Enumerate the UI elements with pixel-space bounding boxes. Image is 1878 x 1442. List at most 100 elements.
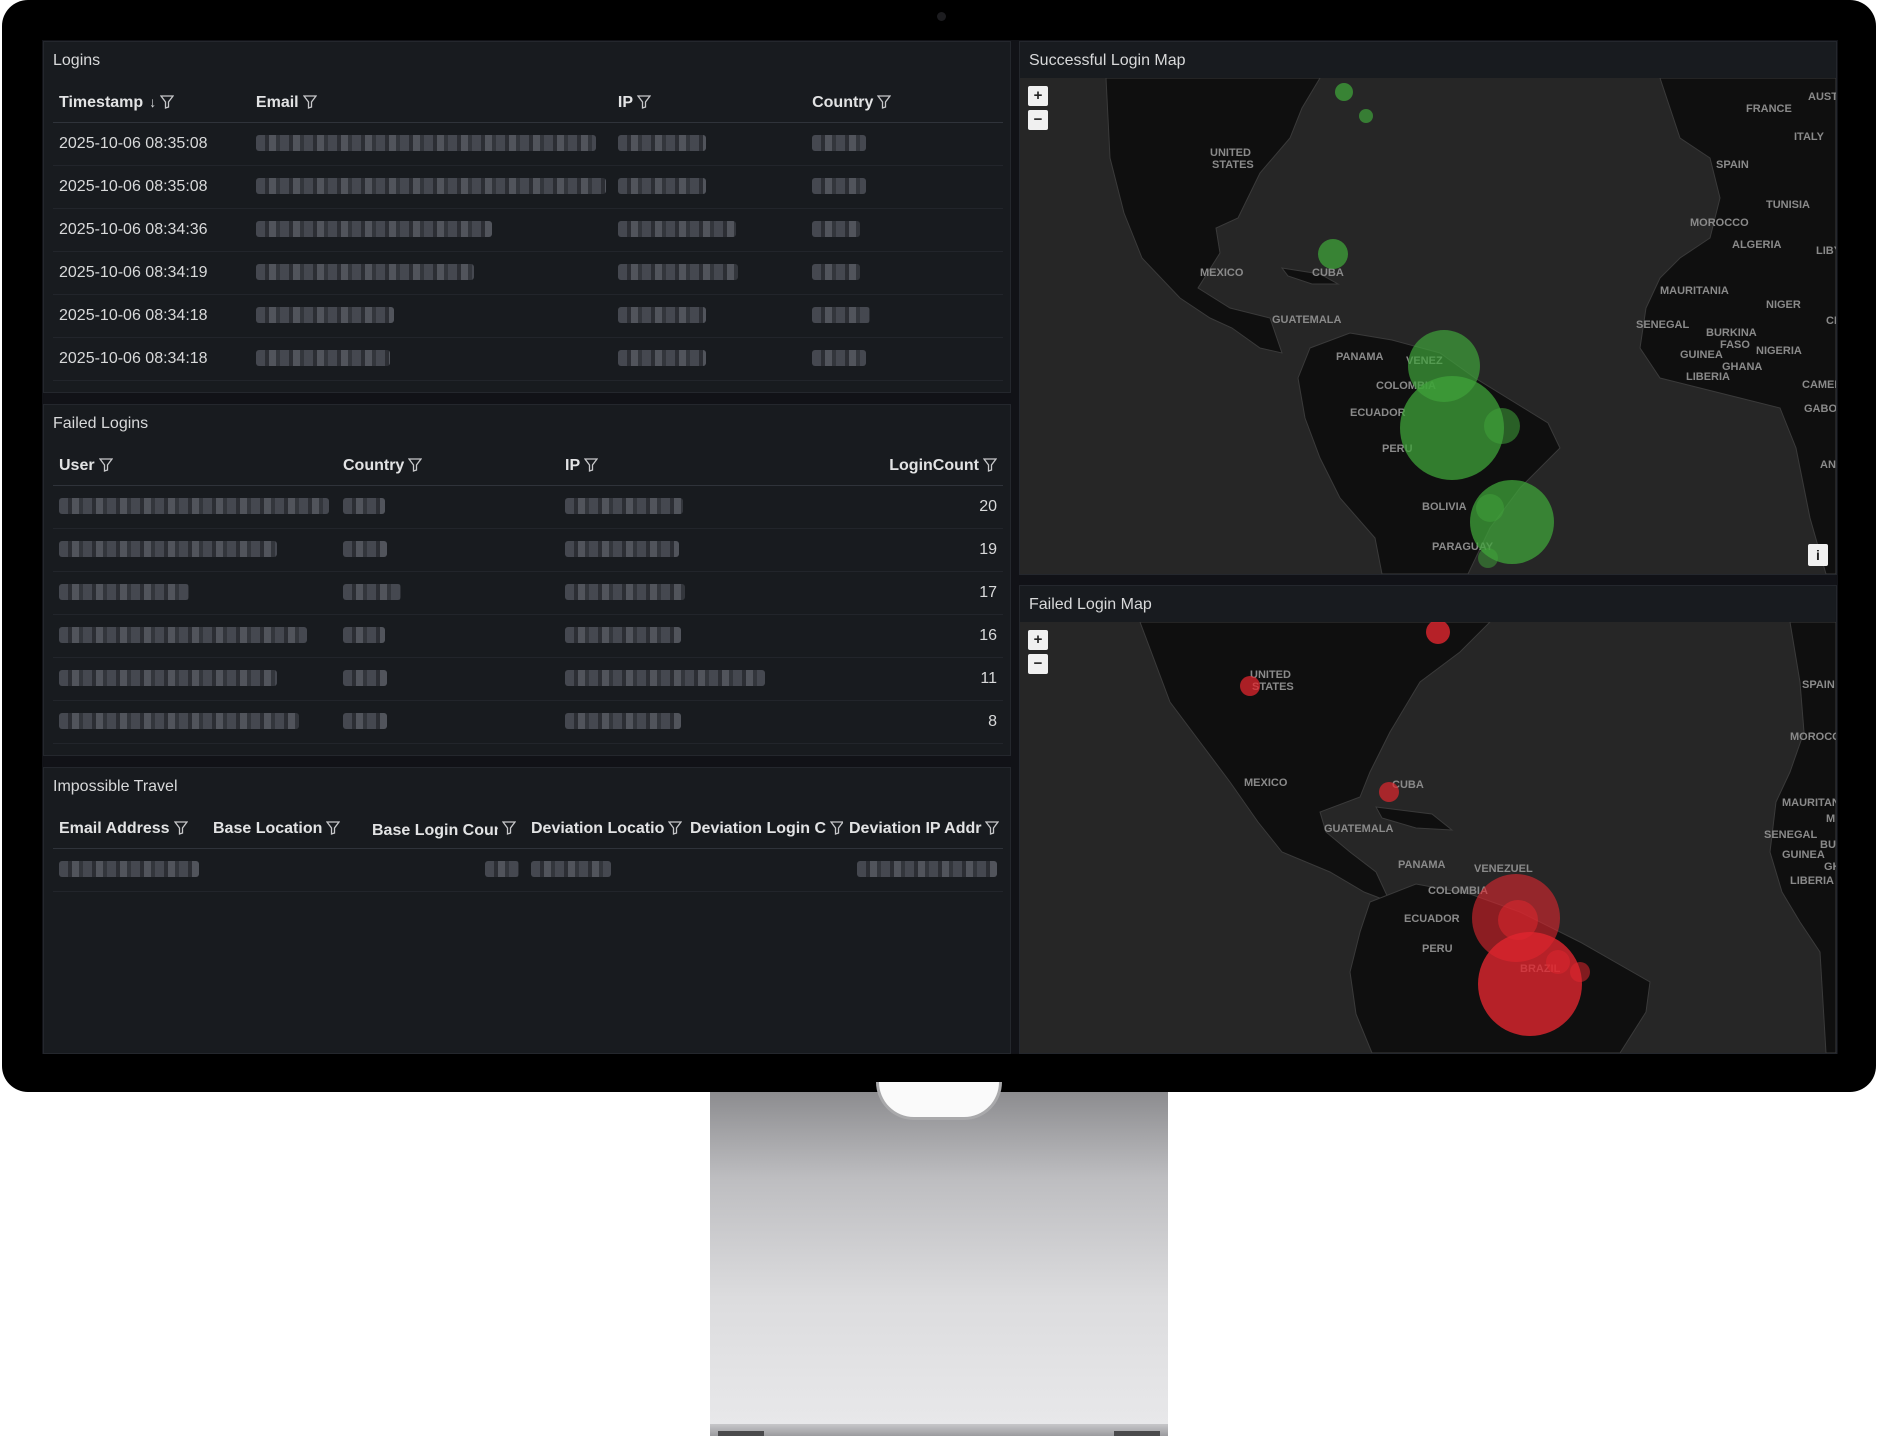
svg-text:GH: GH xyxy=(1824,861,1836,873)
filter-icon[interactable] xyxy=(982,458,998,477)
filter-icon[interactable] xyxy=(173,821,188,840)
redacted-ip xyxy=(565,627,681,644)
svg-text:GHANA: GHANA xyxy=(1722,361,1762,373)
login-cluster-marker[interactable] xyxy=(1335,83,1353,101)
failed-login-map[interactable]: UNITED STATES MEXICO CUBA GUATEMALA PANAM… xyxy=(1020,622,1836,1053)
column-header-base-login-count[interactable]: Base Login Count xyxy=(366,812,525,849)
redacted-country xyxy=(343,584,401,601)
filter-icon[interactable] xyxy=(326,821,341,840)
sort-down-icon[interactable]: ↓ xyxy=(149,93,157,110)
svg-text:GUINEA: GUINEA xyxy=(1782,849,1825,861)
filter-icon[interactable] xyxy=(159,95,175,114)
svg-text:CAMEROON: CAMEROON xyxy=(1802,379,1836,391)
svg-text:PERU: PERU xyxy=(1422,943,1453,955)
filter-icon[interactable] xyxy=(829,821,843,840)
successful-login-map[interactable]: UNITED STATES MEXICO CUBA GUATEMALA PANAM… xyxy=(1020,78,1836,574)
table-row[interactable]: 20 xyxy=(53,485,1003,529)
login-cluster-marker[interactable] xyxy=(1570,962,1590,982)
column-header-ip[interactable]: IP xyxy=(559,449,781,486)
column-header-base-location[interactable]: Base Location xyxy=(207,812,366,849)
monitor-stand xyxy=(710,1082,1168,1436)
table-row[interactable]: 11 xyxy=(53,657,1003,701)
login-cluster-marker[interactable] xyxy=(1400,376,1504,480)
redacted-email xyxy=(255,221,492,238)
zoom-out-button[interactable]: − xyxy=(1028,654,1048,674)
column-header-deviation-location[interactable]: Deviation Locatio xyxy=(525,812,684,849)
table-row[interactable]: 2025-10-06 08:34:36 xyxy=(53,208,1003,252)
column-header-deviation-ip[interactable]: Deviation IP Addr xyxy=(843,812,1003,849)
svg-text:MAURITANIA: MAURITANIA xyxy=(1660,285,1729,297)
zoom-in-button[interactable]: + xyxy=(1028,86,1048,106)
login-cluster-marker[interactable] xyxy=(1379,782,1399,802)
table-row[interactable]: 16 xyxy=(53,614,1003,658)
svg-text:BOLIVIA: BOLIVIA xyxy=(1422,501,1467,513)
filter-icon[interactable] xyxy=(98,458,113,477)
svg-text:LIBERIA: LIBERIA xyxy=(1686,371,1730,383)
redacted-ip xyxy=(617,264,738,281)
table-row[interactable]: 2025-10-06 08:35:08 xyxy=(53,122,1003,166)
redacted-email xyxy=(255,135,596,152)
column-header-timestamp[interactable]: Timestamp ↓ xyxy=(53,86,250,123)
svg-text:STATES: STATES xyxy=(1212,159,1254,171)
table-row[interactable]: 19 xyxy=(53,528,1003,572)
column-header-deviation-login-count[interactable]: Deviation Login C xyxy=(684,812,843,849)
login-cluster-marker[interactable] xyxy=(1476,494,1504,522)
filter-icon[interactable] xyxy=(501,821,517,840)
login-cluster-marker[interactable] xyxy=(1484,408,1520,444)
svg-text:M: M xyxy=(1826,813,1835,825)
filter-icon[interactable] xyxy=(877,95,892,114)
table-row[interactable]: 2025-10-06 08:34:18 xyxy=(53,294,1003,338)
column-header-email[interactable]: Email xyxy=(249,86,612,123)
table-row[interactable]: 2025-10-06 08:35:08 xyxy=(53,165,1003,209)
table-row[interactable]: 8 xyxy=(53,700,1003,744)
redacted-ip xyxy=(565,670,765,687)
login-cluster-marker[interactable] xyxy=(1498,900,1538,940)
redacted-email xyxy=(255,307,394,324)
filter-icon[interactable] xyxy=(302,95,317,114)
redacted-country xyxy=(812,178,867,195)
login-count-cell: 11 xyxy=(781,657,1003,701)
login-count-cell: 17 xyxy=(781,571,1003,615)
column-header-country[interactable]: Country xyxy=(337,449,559,486)
login-cluster-marker[interactable] xyxy=(1426,622,1450,644)
column-header-login-count[interactable]: LoginCount xyxy=(781,449,1003,486)
zoom-in-button[interactable]: + xyxy=(1028,630,1048,650)
info-icon[interactable]: i xyxy=(1808,544,1828,566)
panel-title: Failed Login Map xyxy=(1029,596,1152,613)
login-cluster-marker[interactable] xyxy=(1240,676,1260,696)
redacted-ip xyxy=(617,307,706,324)
stand-cutout xyxy=(876,1082,1002,1120)
login-cluster-marker[interactable] xyxy=(1478,548,1498,568)
table-row[interactable]: 2025-10-06 08:34:19 xyxy=(53,251,1003,295)
column-header-email-address[interactable]: Email Address xyxy=(53,812,207,849)
table-row[interactable]: 17 xyxy=(53,571,1003,615)
login-cluster-marker[interactable] xyxy=(1546,950,1570,974)
redacted-user xyxy=(59,541,277,558)
redacted-email xyxy=(255,264,474,281)
timestamp-cell: 2025-10-06 08:34:19 xyxy=(53,251,250,295)
filter-icon[interactable] xyxy=(636,95,652,114)
filter-icon[interactable] xyxy=(408,458,423,477)
timestamp-cell: 2025-10-06 08:35:08 xyxy=(53,165,250,209)
svg-text:LIBERIA: LIBERIA xyxy=(1790,875,1834,887)
redacted-country xyxy=(812,307,871,324)
column-header-user[interactable]: User xyxy=(53,449,337,486)
filter-icon[interactable] xyxy=(985,821,1000,840)
impossible-travel-table: Email Address Base Location Base Login C… xyxy=(53,812,1003,892)
table-row[interactable] xyxy=(53,848,1003,892)
login-cluster-marker[interactable] xyxy=(1478,932,1582,1036)
svg-text:VENEZUEL: VENEZUEL xyxy=(1474,863,1533,875)
svg-text:GUATEMALA: GUATEMALA xyxy=(1272,314,1342,326)
panel-title: Impossible Travel xyxy=(53,778,178,795)
table-row[interactable]: 2025-10-06 08:34:18 xyxy=(53,337,1003,381)
login-cluster-marker[interactable] xyxy=(1359,109,1373,123)
filter-icon[interactable] xyxy=(668,821,683,840)
svg-text:CUBA: CUBA xyxy=(1312,267,1344,279)
zoom-out-button[interactable]: − xyxy=(1028,110,1048,130)
svg-text:ALGERIA: ALGERIA xyxy=(1732,239,1782,251)
column-header-ip[interactable]: IP xyxy=(611,86,807,123)
filter-icon[interactable] xyxy=(583,458,599,477)
svg-text:GUATEMALA: GUATEMALA xyxy=(1324,823,1394,835)
column-header-country[interactable]: Country xyxy=(806,86,1003,123)
login-cluster-marker[interactable] xyxy=(1318,239,1348,269)
